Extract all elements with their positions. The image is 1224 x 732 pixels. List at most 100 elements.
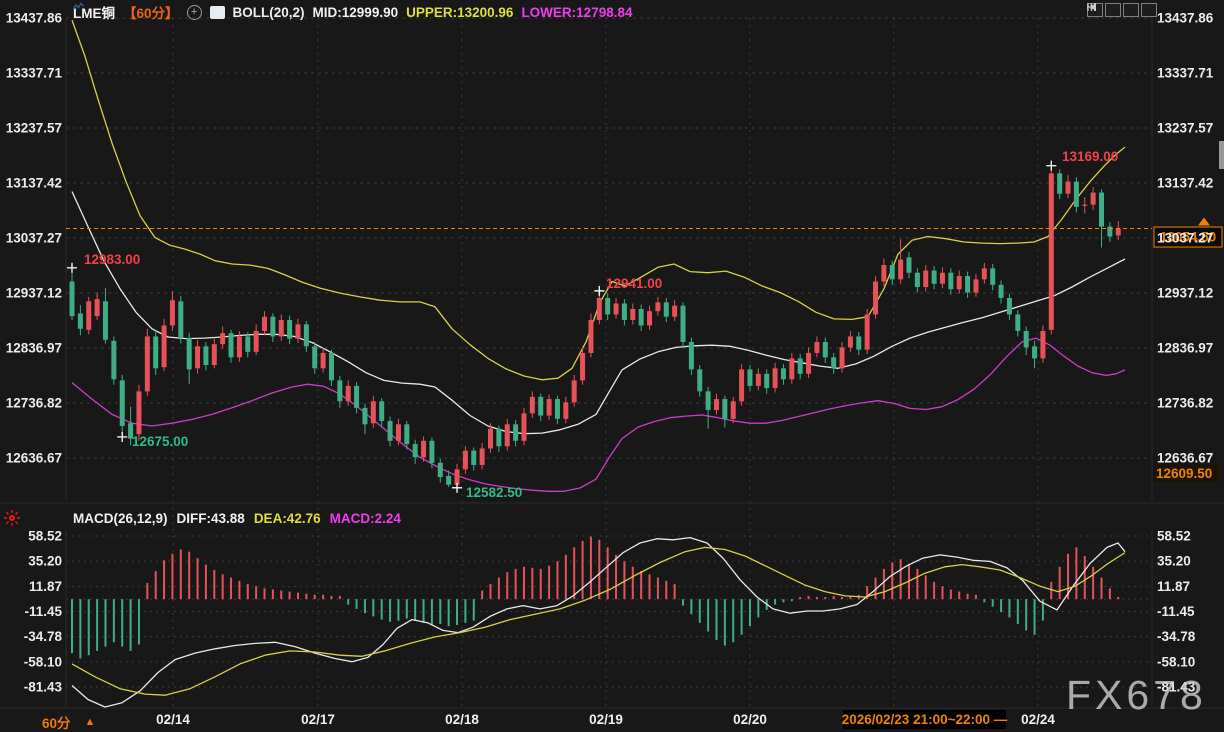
candle-body (328, 352, 334, 381)
y-axis-label-left: 12736.82 (6, 395, 62, 410)
session-low-box (1153, 463, 1219, 482)
candle-body (630, 308, 636, 320)
candle-body (973, 279, 979, 293)
macd-dea-line (71, 546, 1126, 696)
x-axis-label: 02/19 (589, 712, 623, 727)
candle-body (337, 380, 343, 402)
boll-mid-line (71, 191, 1126, 435)
x-axis-scale-icon[interactable] (1087, 3, 1139, 17)
candle-body (1065, 181, 1071, 194)
y-axis-label-right: 12636.67 (1157, 451, 1213, 466)
watermark: FX678 (1066, 672, 1207, 718)
candle-body (739, 369, 745, 402)
candle-body (136, 391, 142, 435)
candle-body (931, 270, 937, 284)
candle-body (697, 369, 703, 392)
candle-body (998, 284, 1004, 299)
candle-body (730, 401, 736, 419)
candle-body (253, 330, 259, 352)
candle-body (1082, 204, 1088, 206)
candle-body (747, 369, 753, 386)
candle-body (797, 358, 803, 374)
candle-body (144, 336, 150, 392)
candle-body (211, 344, 217, 366)
candle-body (303, 324, 309, 347)
candle-body (102, 301, 108, 340)
macd-axis-label-right: 35.20 (1157, 554, 1191, 569)
current-price-box (1153, 226, 1223, 248)
candle-body (395, 424, 401, 441)
candle-body (1006, 298, 1012, 315)
boll-indicator-label: BOLL(20,2) (232, 4, 305, 20)
candle-body (387, 421, 393, 441)
x-axis-label: 02/24 (1021, 712, 1055, 727)
x-axis-label: 02/17 (301, 712, 335, 727)
y-axis-label-right: 13137.42 (1157, 175, 1213, 190)
candle-body (228, 333, 234, 358)
alert-blink-icon (3, 509, 21, 527)
boll-upper-line (71, 19, 1126, 381)
candle-body (513, 424, 519, 441)
y-axis-label-right: 13437.86 (1157, 11, 1214, 26)
candle-body (119, 380, 125, 426)
macd-axis-label-right: -34.78 (1157, 629, 1196, 644)
candle-body (245, 336, 251, 352)
scrollbar-thumb[interactable] (1219, 141, 1224, 169)
add-indicator-icon[interactable]: + (186, 4, 202, 20)
boll-lower-line (71, 337, 1126, 492)
candle-body (780, 368, 786, 380)
boll-upper-value: UPPER:13200.96 (406, 4, 514, 20)
candle-body (77, 313, 83, 329)
candle-body (906, 257, 912, 273)
period-label[interactable]: 【60分】 (123, 6, 179, 21)
macd-dea-value: DEA:42.76 (253, 511, 321, 526)
candle-body (1073, 181, 1079, 207)
macd-axis-label-left: -58.10 (24, 654, 62, 669)
candle-body (345, 385, 351, 402)
indicator-chart-icon[interactable] (73, 2, 225, 19)
candle-body (864, 314, 870, 350)
candle-body (1115, 228, 1121, 236)
macd-axis-label-right: -11.45 (1157, 604, 1195, 619)
candle-body (789, 358, 795, 380)
candle-body (948, 272, 954, 290)
macd-axis-label-right: 11.87 (1157, 579, 1190, 594)
move-right-icon[interactable] (1087, 3, 1157, 17)
x-axis-label: 02/14 (156, 712, 190, 727)
candle-body (831, 357, 837, 369)
candle-body (270, 316, 276, 337)
candle-body (312, 346, 318, 369)
candle-body (362, 407, 368, 425)
candle-body (446, 475, 452, 485)
candle-body (488, 428, 493, 449)
y-axis-label-left: 13437.86 (6, 11, 63, 26)
candle-body (839, 347, 845, 369)
y-axis-label-left: 12937.12 (6, 285, 62, 300)
candle-body (186, 338, 192, 370)
candle-body (881, 265, 887, 282)
candle-body (822, 341, 828, 358)
candle-body (588, 319, 594, 353)
candle-body (638, 308, 644, 326)
candle-body (195, 346, 201, 369)
candle-body (705, 391, 711, 411)
timeframe-selector[interactable]: 60分 ▲ (42, 712, 95, 732)
candle-body (421, 440, 427, 458)
macd-axis-label-right: -81.43 (1157, 680, 1196, 695)
candle-body (169, 300, 175, 326)
y-axis-label-right: 12836.97 (1157, 340, 1213, 355)
candle-body (1032, 346, 1038, 359)
candle-body (295, 324, 301, 339)
candle-body (990, 268, 996, 285)
macd-diff-value: DIFF:43.88 (176, 511, 245, 526)
extreme-cross-marker (452, 482, 463, 493)
price-callout: 13169.00 (1062, 149, 1118, 164)
y-axis-label-right: 12937.12 (1157, 285, 1213, 300)
candle-body (370, 401, 376, 424)
candle-body (1048, 173, 1054, 330)
y-axis-scale-icon[interactable] (1087, 3, 1121, 17)
candle-body (1040, 330, 1046, 359)
x-axis-label: 02/18 (445, 712, 479, 727)
candle-body (529, 396, 535, 414)
